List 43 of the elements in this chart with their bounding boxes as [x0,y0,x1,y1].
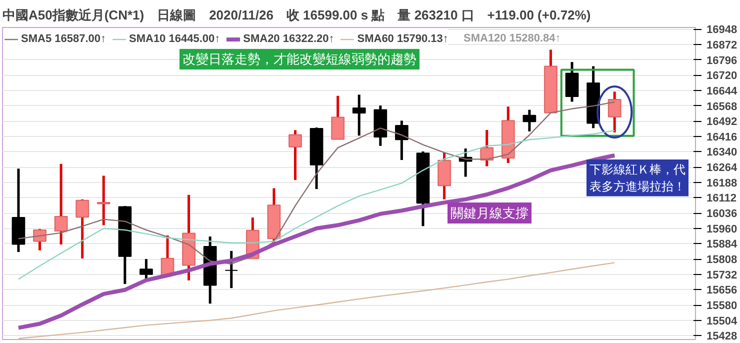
y-tick-label: 16188 [706,177,738,190]
y-tick-label: 16796 [706,54,738,67]
candlestick [480,128,494,168]
candlestick [565,60,579,103]
y-tick-label: 15884 [706,238,738,251]
candlestick [395,119,408,162]
y-tick-label: 15580 [706,300,738,312]
candlestick [522,108,536,133]
y-tick-label: 15504 [706,315,738,328]
y-tick-label: 15808 [706,254,738,266]
candlestick [96,174,110,226]
candlestick [288,128,302,182]
candlestick [608,90,622,134]
legend-label: SMA5 16587.00↑ [21,33,106,45]
annotation: 關鍵月線支撐 [450,206,528,220]
y-tick-label: 16416 [706,131,738,144]
y-tick-label: 16872 [706,39,738,52]
y-tick-label: 16948 [706,24,738,36]
annotation: 改變日落走勢，才能改變短線弱勢的趨勢 [182,52,416,66]
candlestick [352,93,366,137]
legend-label: SMA10 16445.00↑ [129,33,220,45]
y-tick-label: 16720 [706,70,738,82]
y-tick-label: 15656 [706,284,738,297]
y-tick-label: 15960 [706,223,738,236]
y-tick-label: 15732 [706,269,738,282]
candlestick [33,228,46,252]
y-tick-label: 16644 [706,85,738,98]
y-tick-label: 16036 [706,208,738,220]
y-tick-label: 15428 [706,330,738,343]
legend-label: SMA60 15790.13↑ [357,33,448,45]
legend-label: SMA20 16322.20↑ [243,33,334,45]
chart-title: 中國A50指數近月(CN*1) 日線圖 2020/11/26 收 16599.00 s 點 量 263210 口 +119.00 (+0.72%) [2,8,591,22]
annotation: 下影線紅Ｋ棒，代表多方進場拉抬！ [590,162,686,194]
y-tick-label: 16568 [706,100,738,113]
y-tick-label: 16264 [706,162,738,174]
candlestick [76,198,90,260]
y-tick-label: 16112 [706,192,736,205]
candlestick [331,94,344,140]
line-series [18,262,616,340]
annotation: SMA120 15280.84↑ [464,32,561,44]
y-tick-label: 16492 [706,116,738,128]
candlestick [54,162,68,246]
y-tick-label: 16340 [706,146,738,159]
